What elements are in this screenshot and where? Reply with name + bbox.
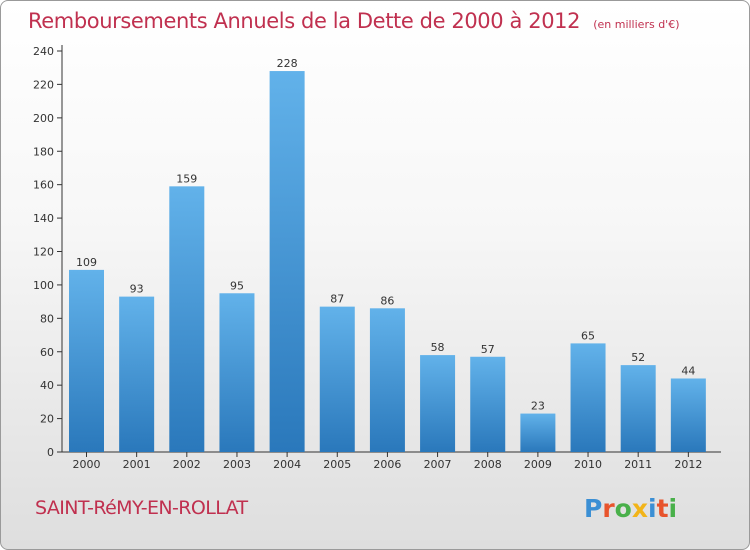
bars [69, 71, 706, 453]
x-tick-label: 2003 [223, 458, 251, 471]
data-label: 58 [431, 341, 445, 354]
data-label: 93 [130, 283, 144, 296]
x-tick-label: 2007 [424, 458, 452, 471]
data-label: 159 [176, 172, 197, 185]
data-label: 228 [277, 57, 298, 70]
bar-2012 [670, 378, 706, 452]
y-tick-label: 0 [47, 446, 54, 459]
bar-2003 [219, 293, 255, 452]
bar-chart: 0 20 40 60 80 100 120 140 160 180 200 220 240 2000 200… [33, 45, 721, 471]
y-tick-label: 80 [40, 312, 54, 325]
value-labels: 109 93 159 95 228 87 86 58 57 23 65 52 44 [76, 57, 695, 413]
data-label: 52 [631, 351, 645, 364]
x-tick-label: 2012 [674, 458, 702, 471]
data-label: 109 [76, 256, 97, 269]
axes: 0 20 40 60 80 100 120 140 160 180 200 220 240 2000 200… [33, 45, 721, 471]
bar-2006 [369, 308, 405, 452]
bar-2009 [520, 413, 556, 452]
y-tick-label: 60 [40, 346, 54, 359]
chart-title: Remboursements Annuels de la Dette de 20… [28, 9, 581, 33]
bar-2005 [319, 306, 355, 452]
city-name: SAINT-RéMY-EN-ROLLAT [35, 497, 248, 519]
x-tick-label: 2001 [123, 458, 151, 471]
data-label: 95 [230, 279, 244, 292]
x-tick-label: 2009 [524, 458, 552, 471]
y-tick-label: 40 [40, 379, 54, 392]
x-tick-label: 2006 [373, 458, 401, 471]
x-tick-label: 2011 [624, 458, 652, 471]
data-label: 65 [581, 329, 595, 342]
chart-unit: (en milliers d'€) [593, 18, 680, 31]
svg-text:Proxiti: Proxiti [584, 494, 677, 523]
y-tick-label: 160 [33, 179, 54, 192]
data-label: 87 [330, 293, 344, 306]
data-label: 23 [531, 400, 545, 413]
x-tick-label: 2005 [323, 458, 351, 471]
y-tick-label: 120 [33, 246, 54, 259]
bar-2001 [119, 296, 155, 452]
data-label: 57 [481, 343, 495, 356]
bar-2010 [570, 343, 606, 452]
proxiti-logo: Proxiti [584, 494, 677, 523]
bar-2008 [470, 356, 506, 452]
chart-title-block: Remboursements Annuels de la Dette de 20… [28, 9, 679, 33]
bar-2011 [620, 365, 656, 452]
x-tick-label: 2000 [73, 458, 101, 471]
y-tick-label: 180 [33, 145, 54, 158]
y-tick-label: 200 [33, 112, 54, 125]
x-tick-label: 2008 [474, 458, 502, 471]
data-label: 44 [681, 364, 695, 377]
bar-2004 [269, 71, 305, 453]
y-tick-label: 20 [40, 413, 54, 426]
bar-2000 [69, 269, 104, 452]
x-tick-label: 2010 [574, 458, 602, 471]
x-tick-label: 2002 [173, 458, 201, 471]
x-tick-label: 2004 [273, 458, 301, 471]
y-tick-label: 220 [33, 78, 54, 91]
bar-2007 [420, 355, 456, 452]
bar-2002 [169, 186, 205, 452]
y-tick-label: 140 [33, 212, 54, 225]
y-tick-label: 240 [33, 45, 54, 58]
data-label: 86 [380, 294, 394, 307]
y-tick-label: 100 [33, 279, 54, 292]
